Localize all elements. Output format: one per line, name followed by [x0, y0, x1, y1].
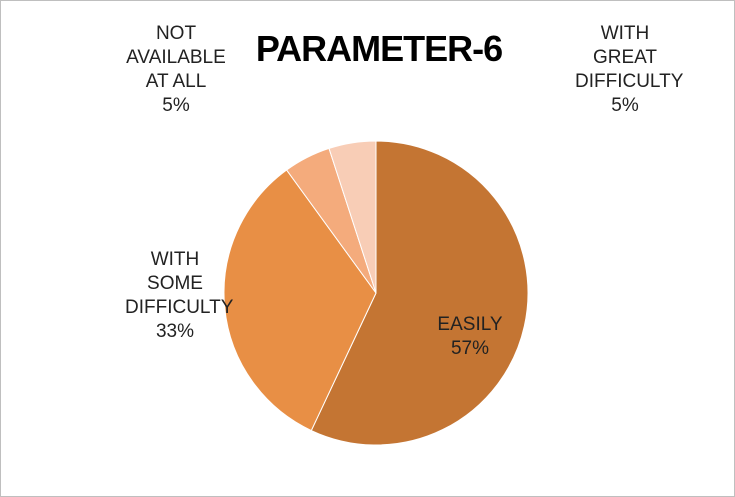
pie-slice — [328, 140, 377, 294]
slice-label: NOT AVAILABLE AT ALL — [126, 23, 226, 92]
slice-value-label: 33% — [155, 321, 195, 342]
slice-label: EASILY — [437, 314, 503, 335]
pie-slice — [310, 140, 529, 446]
slice-value-label: 57% — [450, 338, 490, 359]
slice-label: WITH SOME DIFFICULTY — [125, 249, 234, 318]
slice-value-label: 5% — [162, 95, 190, 116]
pie-slice — [223, 169, 377, 432]
chart-title: PARAMETER-6 — [255, 28, 503, 69]
slice-label: WITH GREAT DIFFICULTY — [575, 23, 684, 92]
slice-value-label: 5% — [611, 95, 639, 116]
